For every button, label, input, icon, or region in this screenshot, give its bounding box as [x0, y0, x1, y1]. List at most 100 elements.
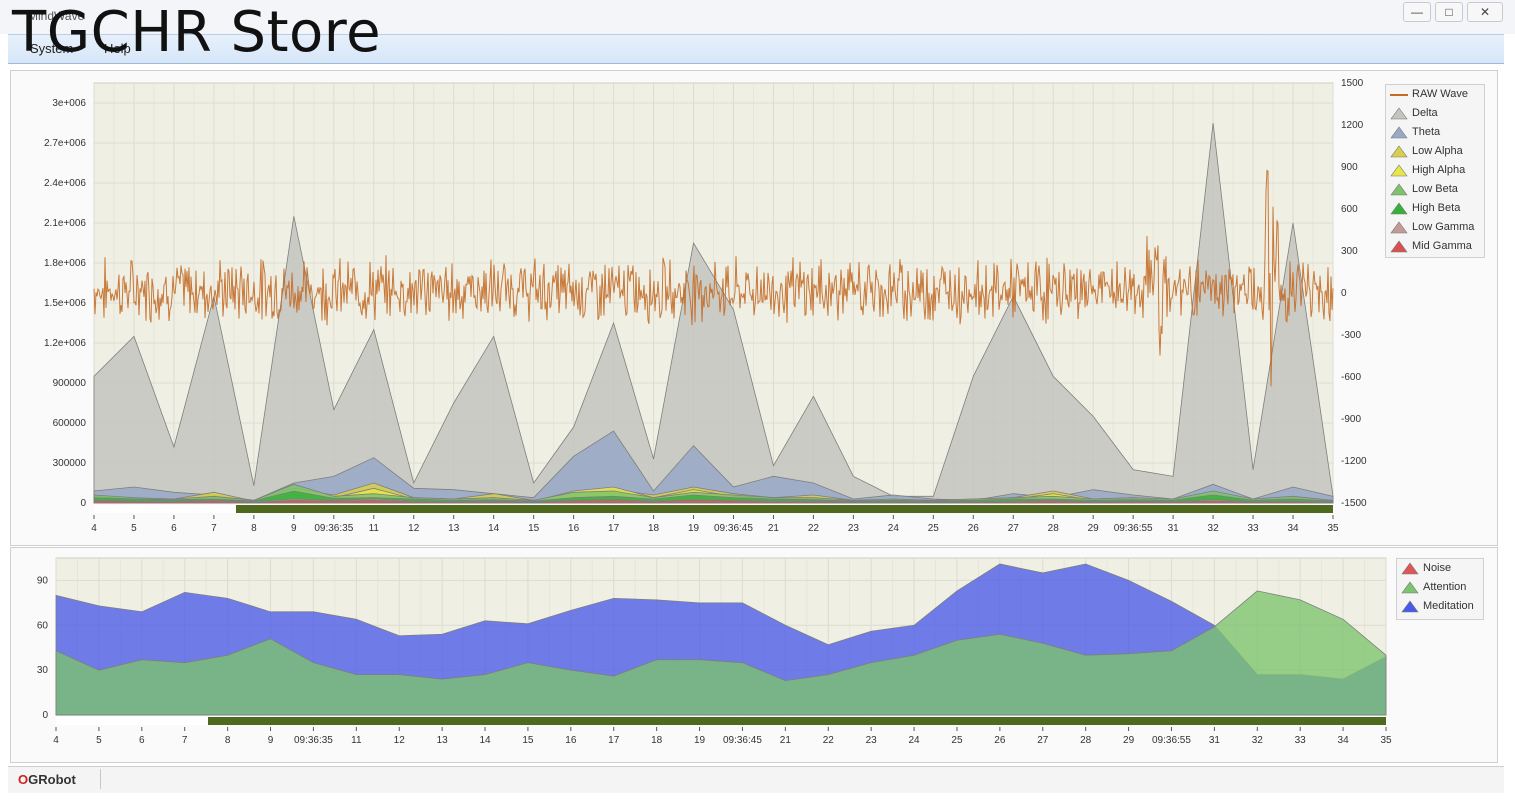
x-tick-label: 7 — [182, 735, 188, 746]
restore-button[interactable]: □ — [1435, 2, 1463, 22]
status-bar — [8, 766, 1504, 793]
x-tick-label: 31 — [1209, 735, 1221, 746]
x-tick-label: 19 — [694, 735, 706, 746]
x-tick-label: 09:36:55 — [1152, 735, 1191, 746]
triangle-swatch-icon — [1390, 107, 1408, 120]
title-bar: MindWave — □ ✕ — [0, 0, 1515, 34]
x-tick-label: 26 — [994, 735, 1006, 746]
legend-item-high-beta: High Beta — [1386, 199, 1484, 218]
legend-label: Low Gamma — [1412, 221, 1475, 233]
area-theta — [93, 430, 1334, 504]
y2-tick-label: 0 — [1341, 288, 1347, 299]
x-tick-label: 5 — [96, 735, 102, 746]
x-tick-label: 22 — [808, 523, 820, 534]
legend-item-noise: Noise — [1397, 559, 1483, 578]
minimize-button[interactable]: — — [1403, 2, 1431, 22]
x-tick-label: 23 — [866, 735, 878, 746]
x-tick-label: 27 — [1008, 523, 1020, 534]
x-tick-label: 33 — [1248, 523, 1260, 534]
x-tick-label: 32 — [1252, 735, 1264, 746]
x-tick-label: 12 — [394, 735, 406, 746]
y2-tick-label: 300 — [1341, 246, 1358, 257]
y-tick-label: 1.8e+006 — [44, 258, 86, 269]
x-tick-label: 11 — [351, 735, 362, 746]
x-tick-label: 11 — [369, 523, 380, 534]
x-tick-label: 9 — [268, 735, 274, 746]
time-scrollbar — [94, 505, 1333, 513]
y-tick-label: 0 — [80, 498, 86, 509]
x-tick-label: 24 — [909, 735, 921, 746]
triangle-swatch-icon — [1390, 126, 1408, 139]
x-tick-label: 12 — [408, 523, 420, 534]
eeg-chart-panel: 0 300000 600000 900000 1.2e+006 1.5e+006 1.8e+… — [10, 70, 1498, 546]
close-button[interactable]: ✕ — [1467, 2, 1503, 22]
raw-wave-line — [93, 169, 1334, 387]
x-tick-label: 25 — [928, 523, 940, 534]
x-tick-label: 26 — [968, 523, 980, 534]
x-tick-label: 15 — [528, 523, 540, 534]
x-tick-label: 8 — [251, 523, 257, 534]
status-divider — [100, 769, 101, 789]
legend-label: High Alpha — [1412, 164, 1466, 176]
x-tick-label: 28 — [1048, 523, 1060, 534]
x-tick-label: 4 — [91, 523, 97, 534]
x-tick-label: 29 — [1123, 735, 1135, 746]
x-tick-label: 32 — [1208, 523, 1220, 534]
esense-legend: Noise Attention Meditation — [1396, 558, 1484, 620]
eeg-band-chart: 0 300000 600000 900000 1.2e+006 1.5e+006 1.8e+… — [44, 78, 1367, 534]
triangle-swatch-icon — [1390, 202, 1408, 215]
x-tick-label: 35 — [1380, 735, 1392, 746]
y-tick-label: 30 — [37, 665, 49, 676]
legend-item-raw-wave: RAW Wave — [1386, 85, 1484, 104]
x-tick-label: 34 — [1287, 523, 1299, 534]
eeg-legend: RAW Wave Delta Theta Low Alpha High Alpha Low… — [1385, 84, 1485, 258]
window-controls: — □ ✕ — [1403, 2, 1503, 22]
legend-item-low-gamma: Low Gamma — [1386, 218, 1484, 237]
x-tick-label: 7 — [211, 523, 217, 534]
legend-item-attention: Attention — [1397, 578, 1483, 597]
legend-label: Mid Gamma — [1412, 240, 1472, 252]
x-tick-label: 13 — [437, 735, 449, 746]
x-tick-label: 13 — [448, 523, 460, 534]
x-tick-label: 33 — [1295, 735, 1307, 746]
y2-tick-label: 1500 — [1341, 78, 1364, 89]
menu-help[interactable]: Help — [104, 41, 131, 56]
legend-item-low-beta: Low Beta — [1386, 180, 1484, 199]
legend-label: Theta — [1412, 126, 1441, 138]
area-high-beta — [93, 490, 1334, 504]
y-tick-label: 3e+006 — [52, 98, 86, 109]
x-tick-label: 6 — [171, 523, 177, 534]
y2-tick-label: -600 — [1341, 372, 1361, 383]
x-tick-label: 18 — [651, 735, 663, 746]
x-tick-label: 09:36:45 — [714, 523, 753, 534]
legend-label: High Beta — [1412, 202, 1461, 214]
triangle-swatch-icon — [1390, 221, 1408, 234]
x-tick-label: 09:36:45 — [723, 735, 762, 746]
menu-bar: System Help — [8, 34, 1504, 64]
triangle-swatch-icon — [1390, 183, 1408, 196]
legend-item-delta: Delta — [1386, 104, 1484, 123]
y2-tick-label: -900 — [1341, 414, 1361, 425]
x-tick-label: 16 — [568, 523, 580, 534]
y-tick-label: 2.7e+006 — [44, 138, 86, 149]
legend-item-mid-gamma: Mid Gamma — [1386, 237, 1484, 256]
x-tick-label: 28 — [1080, 735, 1092, 746]
x-tick-label: 6 — [139, 735, 145, 746]
legend-label: Low Beta — [1412, 183, 1458, 195]
menu-system[interactable]: System — [30, 41, 74, 56]
area-attention — [55, 590, 1387, 716]
x-tick-label: 18 — [648, 523, 660, 534]
app-title: MindWave — [28, 9, 85, 23]
x-tick-label: 15 — [522, 735, 534, 746]
x-tick-label: 17 — [608, 735, 620, 746]
legend-label: RAW Wave — [1412, 88, 1469, 100]
area-delta — [93, 122, 1334, 504]
y-tick-label: 600000 — [53, 418, 87, 429]
esense-chart: 0 30 60 90 4 5 6 7 8 9 09:36:35 11 12 13 14 15 16 17 18 19 0… — [37, 557, 1392, 746]
time-scrollbar-thumb — [56, 717, 208, 725]
triangle-swatch-icon — [1390, 164, 1408, 177]
legend-label: Noise — [1423, 562, 1452, 574]
x-tick-label: 14 — [479, 735, 491, 746]
store-watermark-title: TGCHR Store — [12, 0, 382, 65]
legend-item-theta: Theta — [1386, 123, 1484, 142]
